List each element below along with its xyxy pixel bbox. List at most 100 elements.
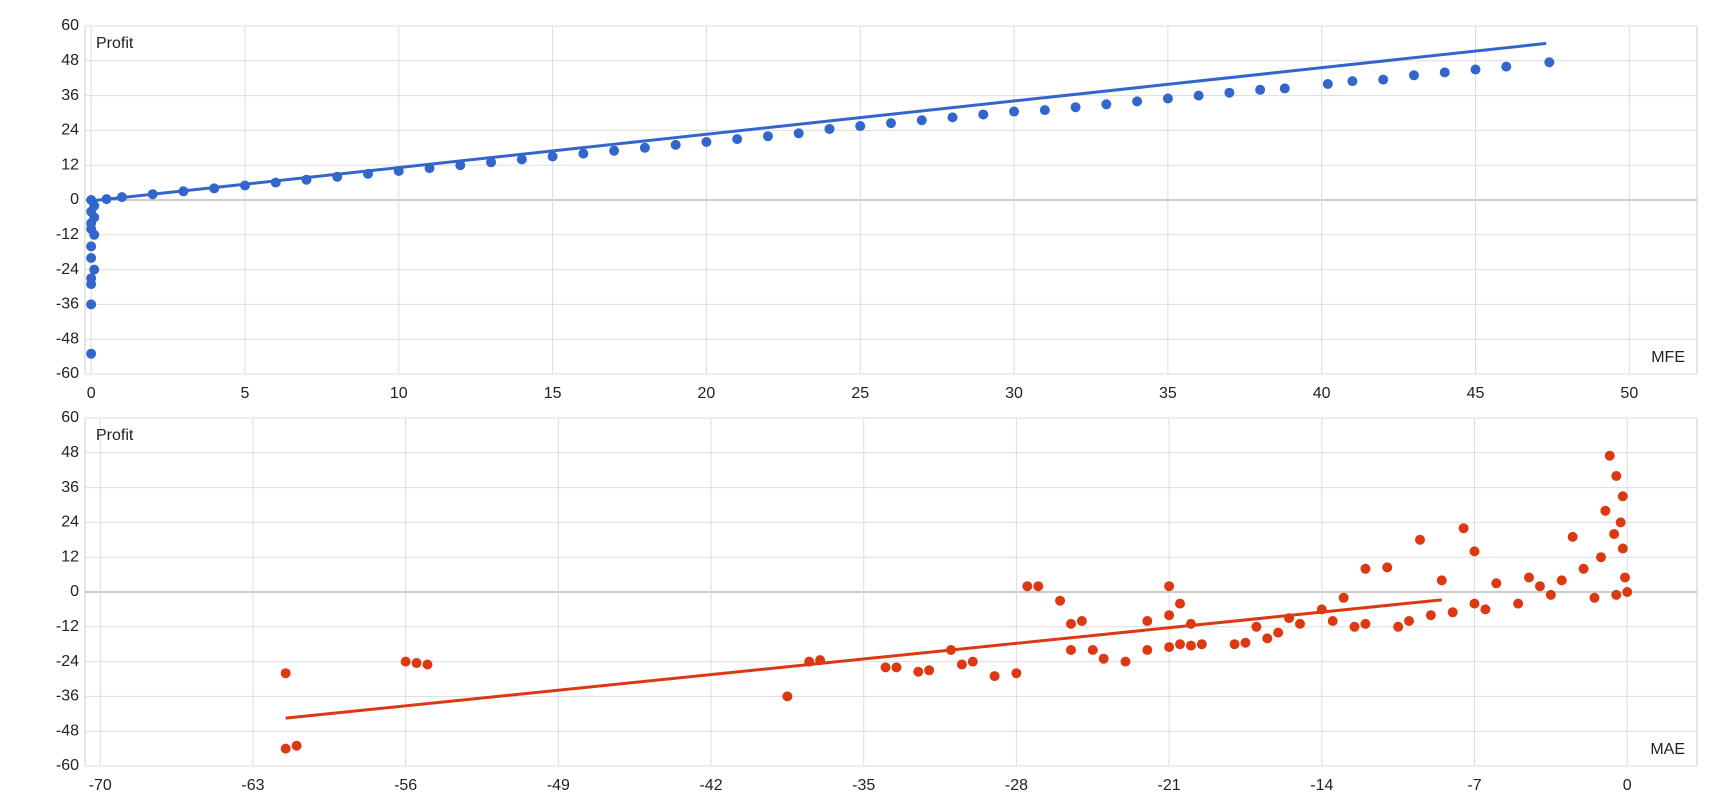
point: [1175, 598, 1186, 609]
point: [947, 112, 958, 123]
y-tick-label: -48: [56, 330, 79, 347]
point: [1524, 572, 1535, 583]
x-tick-label: -56: [394, 777, 417, 794]
x-tick-label: 40: [1313, 385, 1331, 402]
point: [1556, 575, 1567, 586]
y-tick-label: 24: [61, 122, 79, 139]
point: [956, 659, 967, 670]
trendline: [285, 598, 1442, 720]
x-tick-label: 50: [1620, 385, 1638, 402]
point: [1458, 523, 1469, 534]
point: [1279, 83, 1290, 94]
point: [1604, 450, 1615, 461]
x-tick-label: 15: [544, 385, 562, 402]
point: [639, 142, 650, 153]
point: [89, 264, 100, 275]
y-tick-label: -24: [56, 261, 79, 278]
y-tick-label: 0: [70, 191, 79, 208]
point: [1338, 592, 1349, 603]
point: [101, 194, 112, 205]
point: [804, 656, 815, 667]
point: [1469, 598, 1480, 609]
point: [1513, 598, 1524, 609]
point: [178, 186, 189, 197]
point: [280, 743, 291, 754]
point: [1322, 79, 1333, 89]
point: [455, 160, 466, 171]
y-tick-label: 0: [70, 583, 79, 600]
point: [1545, 589, 1556, 600]
y-tick-label: 48: [61, 444, 79, 461]
x-tick-label: -28: [1005, 777, 1028, 794]
x-tick-label: -42: [699, 777, 722, 794]
y-tick-label: 36: [61, 479, 79, 496]
point: [1408, 70, 1419, 81]
point: [891, 662, 902, 673]
point: [1262, 633, 1273, 644]
point: [1055, 595, 1066, 606]
point: [1009, 106, 1020, 117]
point: [886, 118, 896, 129]
y-tick-label: 48: [61, 52, 79, 69]
x-tick-label: -70: [89, 777, 112, 794]
point: [1578, 563, 1589, 574]
x-axis-label: MFE: [1651, 349, 1685, 366]
point: [1382, 562, 1393, 573]
point: [945, 645, 956, 655]
point: [1065, 618, 1076, 629]
point: [1164, 610, 1175, 621]
point: [824, 123, 835, 134]
point: [1393, 621, 1404, 632]
point: [1480, 604, 1491, 615]
point: [762, 131, 773, 142]
x-tick-label: 30: [1005, 385, 1023, 402]
point: [400, 656, 411, 667]
x-tick-label: -14: [1310, 777, 1333, 794]
y-tick-label: 12: [61, 548, 79, 565]
point: [1164, 642, 1175, 653]
point: [147, 189, 158, 200]
point: [782, 691, 793, 702]
point: [547, 151, 558, 162]
point: [422, 659, 433, 670]
point: [913, 666, 924, 677]
point: [1611, 589, 1622, 600]
point: [1447, 607, 1458, 618]
point: [815, 655, 826, 666]
y-tick-label: -36: [56, 296, 79, 313]
point: [1617, 543, 1628, 554]
point: [1470, 64, 1481, 75]
point: [1022, 581, 1033, 592]
point: [855, 121, 866, 132]
point: [1229, 639, 1240, 650]
point: [89, 229, 100, 240]
y-tick-label: -36: [56, 688, 79, 705]
point: [1251, 621, 1262, 632]
point: [1142, 616, 1153, 626]
point: [1162, 93, 1173, 104]
y-tick-label: -60: [56, 365, 79, 382]
point: [332, 171, 343, 182]
point: [1378, 74, 1389, 85]
point: [1039, 105, 1050, 116]
y-tick-label: -60: [56, 757, 79, 774]
point: [1615, 517, 1626, 528]
point: [578, 148, 589, 159]
point: [701, 137, 712, 147]
point: [793, 128, 804, 139]
point: [732, 134, 743, 145]
point: [916, 115, 927, 126]
point: [1185, 640, 1196, 651]
point: [209, 183, 220, 194]
point: [1425, 610, 1436, 621]
x-tick-label: 0: [87, 385, 96, 402]
point: [486, 157, 497, 168]
point: [116, 192, 127, 203]
point: [1196, 639, 1207, 650]
y-tick-label: -12: [56, 226, 79, 243]
point: [270, 177, 281, 188]
point: [363, 168, 374, 179]
x-tick-label: -7: [1467, 777, 1481, 794]
point: [1224, 87, 1235, 98]
